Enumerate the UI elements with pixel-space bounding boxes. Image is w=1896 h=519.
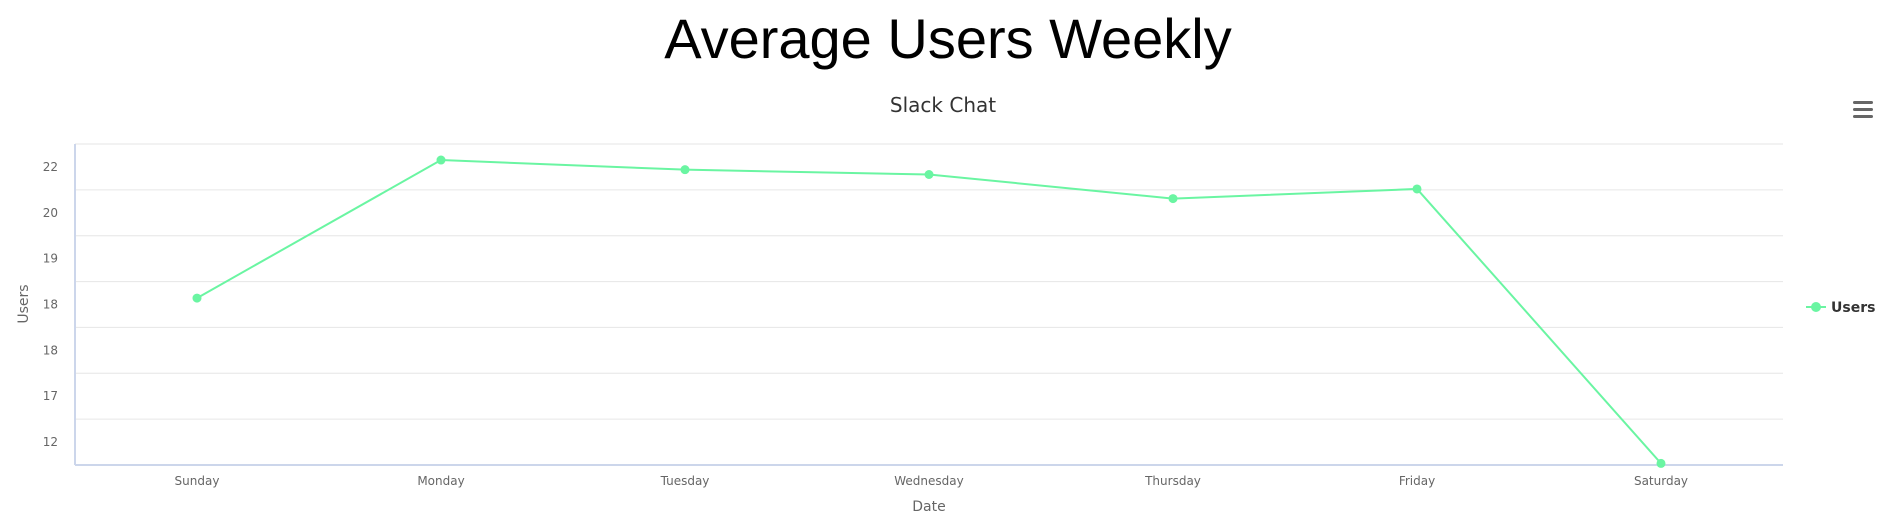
axes bbox=[74, 144, 1783, 466]
y-tick-label: 17 bbox=[43, 389, 58, 403]
y-axis-title: Users bbox=[16, 284, 32, 323]
y-tick-label: 18 bbox=[43, 343, 58, 357]
gridlines bbox=[75, 143, 1783, 420]
data-point bbox=[924, 169, 934, 179]
x-tick-label: Saturday bbox=[1634, 474, 1688, 488]
y-tick-label: 22 bbox=[43, 160, 58, 174]
y-tick-label: 20 bbox=[43, 206, 58, 220]
series-users bbox=[192, 155, 1666, 468]
hamburger-menu-icon[interactable] bbox=[1849, 95, 1877, 123]
series-line bbox=[196, 159, 1662, 465]
x-axis-title: Date bbox=[912, 499, 945, 515]
x-tick-label: Tuesday bbox=[660, 474, 710, 488]
data-point bbox=[680, 165, 690, 175]
legend-marker bbox=[1811, 302, 1821, 312]
legend[interactable]: Users bbox=[1806, 300, 1875, 316]
y-tick-label: 12 bbox=[43, 435, 58, 449]
x-tick-label: Sunday bbox=[175, 474, 220, 488]
y-tick-label: 18 bbox=[43, 298, 58, 312]
x-tick-label: Wednesday bbox=[894, 474, 963, 488]
x-tick-label: Friday bbox=[1399, 474, 1435, 488]
y-axis-ticks: 22 20 19 18 18 17 12 bbox=[43, 160, 58, 449]
x-tick-label: Thursday bbox=[1144, 474, 1201, 488]
data-point bbox=[192, 293, 202, 303]
data-point bbox=[1168, 194, 1178, 204]
page-title: Average Users Weekly bbox=[664, 7, 1232, 70]
y-tick-label: 19 bbox=[43, 252, 58, 266]
menu-bar bbox=[1853, 108, 1873, 111]
data-point bbox=[436, 155, 446, 165]
menu-bar bbox=[1853, 115, 1873, 118]
x-tick-label: Monday bbox=[417, 474, 464, 488]
data-point bbox=[1656, 458, 1666, 468]
chart-subtitle: Slack Chat bbox=[890, 93, 996, 117]
legend-item-users[interactable]: Users bbox=[1831, 300, 1875, 316]
menu-bar bbox=[1853, 101, 1873, 104]
x-axis-ticks: Sunday Monday Tuesday Wednesday Thursday Frid… bbox=[175, 474, 1688, 488]
data-point bbox=[1412, 184, 1422, 194]
